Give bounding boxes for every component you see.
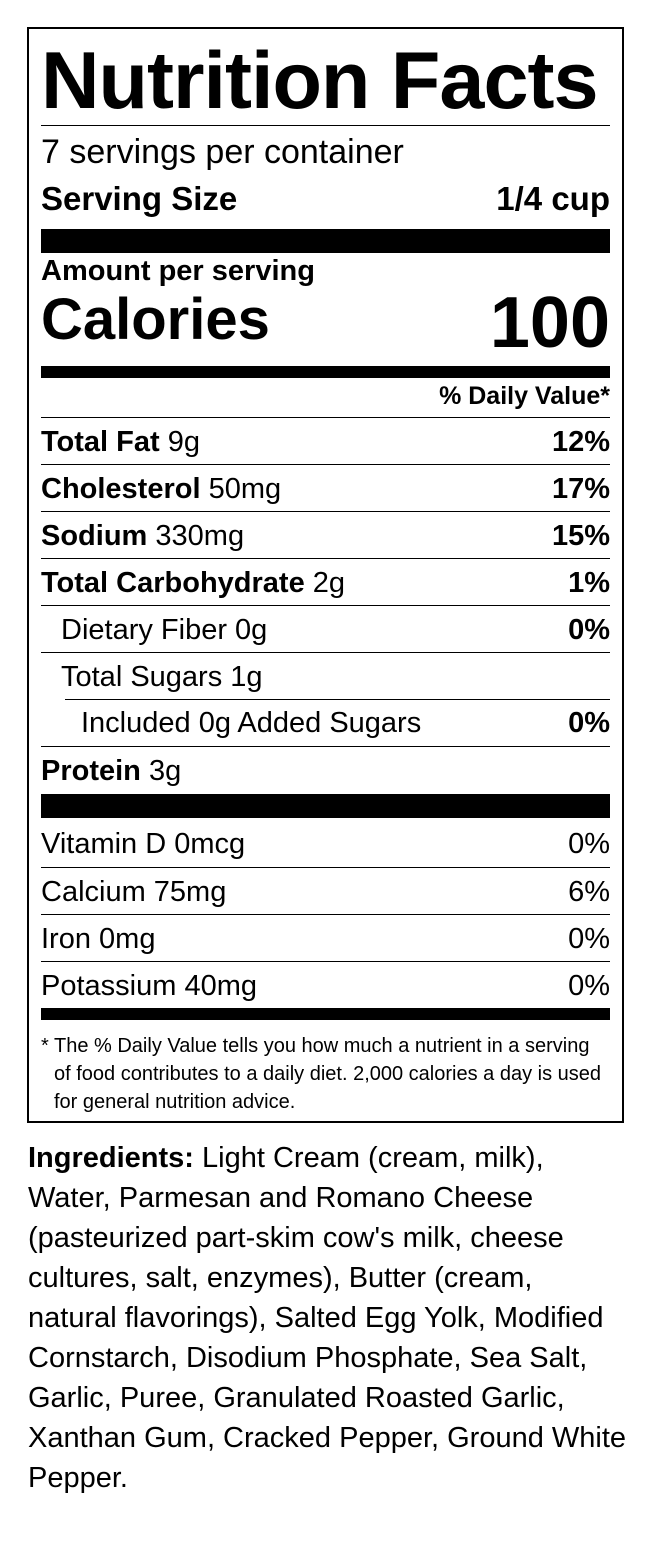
nutrient-row-total-fat: Total Fat 9g 12% <box>41 417 610 462</box>
vitamin-name: Iron 0mg <box>41 923 156 955</box>
nutrient-row-added-sugars: Included 0g Added Sugars 0% <box>41 699 610 743</box>
label-title: Nutrition Facts <box>41 36 599 126</box>
serving-size-row: Serving Size 1/4 cup <box>41 180 610 220</box>
nutrient-name: Total Carbohydrate 2g <box>41 567 346 599</box>
thick-divider <box>41 229 610 253</box>
nutrient-dv: 12% <box>551 426 610 458</box>
ingredients-statement: Ingredients: Light Cream (cream, milk), … <box>28 1138 628 1498</box>
serving-size-label: Serving Size <box>41 180 238 217</box>
vitamin-name: Potassium 40mg <box>41 970 257 1002</box>
label-content: Nutrition Facts 7 servings per container… <box>41 29 610 1121</box>
calories-label: Calories <box>41 287 270 352</box>
nutrient-dv: 17% <box>551 473 610 505</box>
nutrient-name: Included 0g Added Sugars <box>81 707 422 739</box>
vitamin-name: Calcium 75mg <box>41 876 227 908</box>
divider <box>41 125 610 126</box>
serving-size-value: 1/4 cup <box>496 180 610 217</box>
nutrient-row-protein: Protein 3g <box>41 746 610 791</box>
nutrient-name: Sodium 330mg <box>41 520 245 552</box>
vitamin-dv: 0% <box>568 923 610 955</box>
vitamin-dv: 0% <box>568 828 610 860</box>
thick-divider <box>41 794 610 818</box>
ingredients-label: Ingredients: <box>28 1142 194 1174</box>
amount-per-serving: Amount per serving <box>41 255 315 287</box>
vitamin-row-iron: Iron 0mg 0% <box>41 914 610 959</box>
vitamin-row-vitamin-d: Vitamin D 0mcg 0% <box>41 820 610 864</box>
nutrient-name: Dietary Fiber 0g <box>61 614 268 646</box>
vitamin-name: Vitamin D 0mcg <box>41 828 246 860</box>
nutrient-dv: 15% <box>551 520 610 552</box>
nutrient-row-total-sugars: Total Sugars 1g <box>41 652 610 697</box>
medium-divider <box>41 366 610 378</box>
vitamin-dv: 0% <box>568 970 610 1002</box>
vitamin-row-calcium: Calcium 75mg 6% <box>41 867 610 912</box>
footnote-star: * <box>41 1035 49 1057</box>
vitamin-dv: 6% <box>568 876 610 908</box>
nutrient-row-total-carbohydrate: Total Carbohydrate 2g 1% <box>41 558 610 603</box>
nutrient-dv: 0% <box>568 614 610 646</box>
nutrient-name: Protein 3g <box>41 755 182 787</box>
nutrient-name: Total Sugars 1g <box>61 661 263 693</box>
footnote-text: The % Daily Value tells you how much a n… <box>54 1035 602 1113</box>
ingredients-text: Light Cream (cream, milk), Water, Parmes… <box>28 1142 627 1494</box>
nutrient-dv: 1% <box>568 567 610 599</box>
daily-value-footnote: * The % Daily Value tells you how much a… <box>41 1032 610 1116</box>
nutrient-row-dietary-fiber: Dietary Fiber 0g 0% <box>41 605 610 650</box>
servings-per-container: 7 servings per container <box>41 133 404 171</box>
nutrition-facts-label: Nutrition Facts 7 servings per container… <box>27 27 624 1123</box>
nutrient-name: Cholesterol 50mg <box>41 473 282 505</box>
nutrient-dv: 0% <box>568 707 610 739</box>
nutrient-name: Total Fat 9g <box>41 426 201 458</box>
medium-divider <box>41 1008 610 1020</box>
daily-value-header: % Daily Value* <box>439 382 610 410</box>
calories-value: 100 <box>489 283 610 363</box>
nutrient-row-sodium: Sodium 330mg 15% <box>41 511 610 556</box>
vitamin-row-potassium: Potassium 40mg 0% <box>41 961 610 1006</box>
nutrient-row-cholesterol: Cholesterol 50mg 17% <box>41 464 610 509</box>
